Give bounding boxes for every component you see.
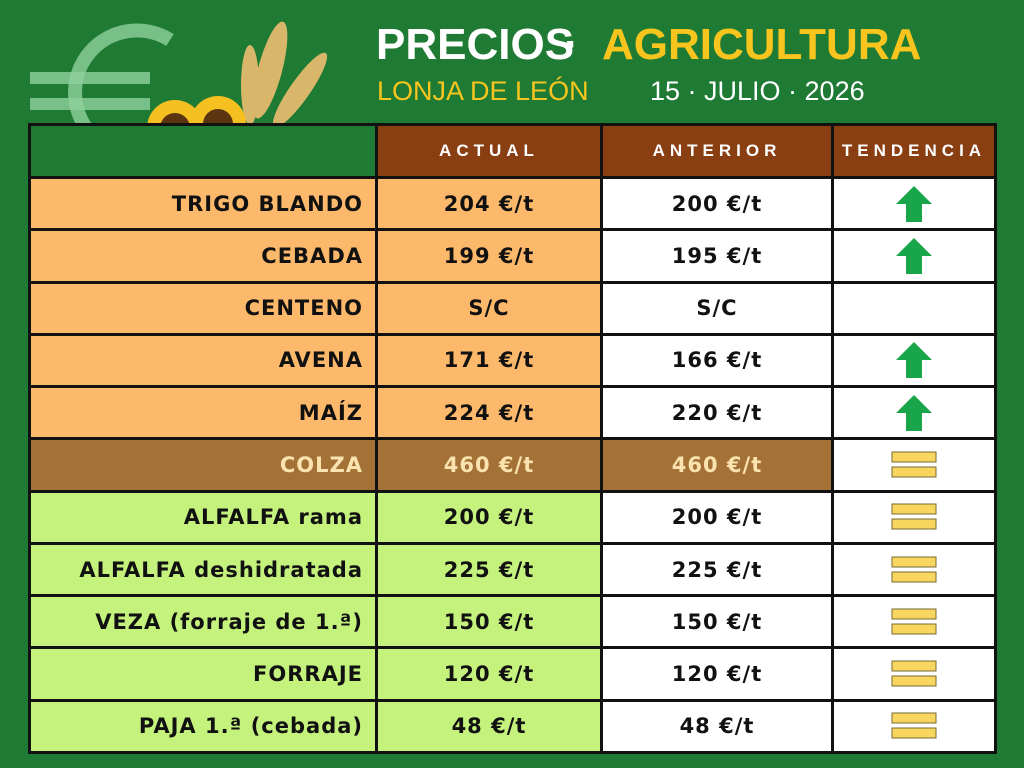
actual-price: 199 €/t <box>378 231 600 281</box>
actual-price: 150 €/t <box>378 597 600 647</box>
trend-cell <box>834 179 994 229</box>
trend-equal-icon <box>891 660 937 687</box>
trend-up-icon <box>896 237 932 274</box>
actual-price: 224 €/t <box>378 388 600 438</box>
trend-cell <box>834 649 994 699</box>
date: 15 · JULIO · 2026 <box>650 76 865 106</box>
previous-price: 200 €/t <box>603 492 831 542</box>
product-name: CENTENO <box>31 283 375 333</box>
product-name: MAÍZ <box>31 388 375 438</box>
column-header: TENDENCIA <box>834 126 994 176</box>
previous-price: S/C <box>603 283 831 333</box>
previous-price: 150 €/t <box>603 597 831 647</box>
product-name: PAJA 1.ª (cebada) <box>31 701 375 751</box>
subtitle: LONJA DE LEÓN <box>377 76 589 106</box>
trend-equal-icon <box>891 451 937 478</box>
trend-up-icon <box>896 394 932 431</box>
trend-equal-icon <box>891 608 937 635</box>
trend-cell <box>834 544 994 595</box>
trend-cell <box>834 335 994 386</box>
previous-price: 195 €/t <box>603 231 831 281</box>
previous-price: 166 €/t <box>603 335 831 386</box>
actual-price: S/C <box>378 283 600 333</box>
trend-up-icon <box>896 185 932 222</box>
previous-price: 200 €/t <box>603 179 831 229</box>
actual-price: 171 €/t <box>378 335 600 386</box>
product-name: CEBADA <box>31 231 375 281</box>
trend-cell <box>834 283 994 333</box>
trend-equal-icon <box>891 556 937 583</box>
trend-cell <box>834 597 994 647</box>
actual-price: 225 €/t <box>378 544 600 595</box>
separator: · <box>564 20 579 69</box>
previous-price: 225 €/t <box>603 544 831 595</box>
product-name: ALFALFA deshidratada <box>31 544 375 595</box>
previous-price: 48 €/t <box>603 701 831 751</box>
column-header: ANTERIOR <box>603 126 831 176</box>
previous-price: 120 €/t <box>603 649 831 699</box>
actual-price: 200 €/t <box>378 492 600 542</box>
actual-price: 48 €/t <box>378 701 600 751</box>
previous-price: 220 €/t <box>603 388 831 438</box>
trend-cell <box>834 701 994 751</box>
previous-price: 460 €/t <box>603 440 831 490</box>
product-name: AVENA <box>31 335 375 386</box>
trend-cell <box>834 492 994 542</box>
corner-cell <box>31 126 375 176</box>
trend-cell <box>834 440 994 490</box>
product-name: FORRAJE <box>31 649 375 699</box>
trend-up-icon <box>896 342 932 379</box>
product-name: TRIGO BLANDO <box>31 179 375 229</box>
trend-equal-icon <box>891 503 937 530</box>
product-name: COLZA <box>31 440 375 490</box>
price-table: ACTUAL ANTERIOR TENDENCIA TRIGO BLANDO 20… <box>28 123 997 754</box>
product-name: ALFALFA rama <box>31 492 375 542</box>
actual-price: 204 €/t <box>378 179 600 229</box>
product-name: VEZA (forraje de 1.ª) <box>31 597 375 647</box>
trend-cell <box>834 231 994 281</box>
actual-price: 120 €/t <box>378 649 600 699</box>
column-header: ACTUAL <box>378 126 600 176</box>
trend-cell <box>834 388 994 438</box>
title: PRECIOS <box>376 20 575 69</box>
actual-price: 460 €/t <box>378 440 600 490</box>
title-accent: AGRICULTURA <box>602 20 922 69</box>
trend-equal-icon <box>891 712 937 739</box>
